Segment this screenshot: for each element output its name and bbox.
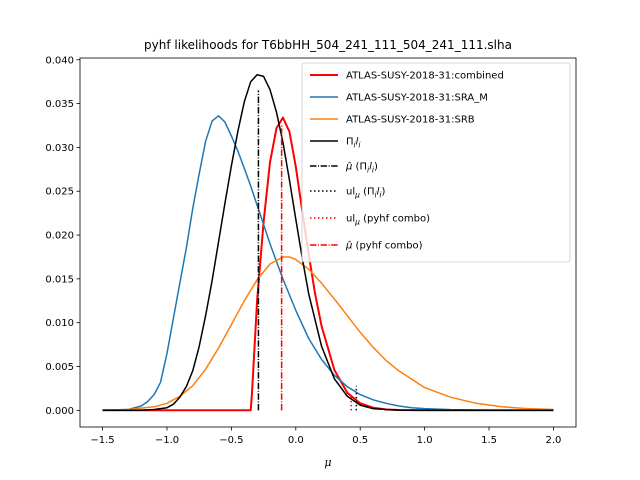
legend: ATLAS-SUSY-2018-31:combined ATLAS-SUSY-20… xyxy=(301,62,571,263)
legend-entry-label: μ̂ (Πili) xyxy=(345,161,378,175)
y-tick-label: 0.035 xyxy=(45,99,74,110)
legend-entry-label: ulμ (Πili) xyxy=(346,187,385,200)
chart-title: pyhf likelihoods for T6bbHH_504_241_111_… xyxy=(144,38,512,52)
series-line-i-l-i xyxy=(102,73,554,412)
y-tick-label: 0.015 xyxy=(45,274,74,285)
series-line-atlas-susy-2018-31-srb xyxy=(102,256,554,412)
x-tick-label: 2.0 xyxy=(546,435,562,446)
x-tick-label: 1.0 xyxy=(417,435,433,446)
y-tick-label: 0.040 xyxy=(45,55,74,66)
legend-entry-label: ATLAS-SUSY-2018-31:SRB xyxy=(346,115,475,126)
legend-entry-label: ATLAS-SUSY-2018-31:combined xyxy=(346,71,504,82)
legend-entry-label: μ̂ (pyhf combo) xyxy=(345,240,423,252)
legend-entry-label: ATLAS-SUSY-2018-31:SRA_M xyxy=(346,93,488,104)
x-tick-label: 0.0 xyxy=(288,435,304,446)
legend-box xyxy=(301,62,571,263)
x-axis-label: μ xyxy=(324,456,331,469)
x-tick-label: −0.5 xyxy=(219,435,243,446)
y-tick-label: 0.010 xyxy=(45,318,74,329)
y-tick-label: 0.005 xyxy=(45,362,74,373)
plot-area xyxy=(102,73,554,412)
y-tick-label: 0.025 xyxy=(45,187,74,198)
y-tick-label: 0.020 xyxy=(45,231,74,242)
x-tick-label: 0.5 xyxy=(352,435,368,446)
axes-frame xyxy=(79,57,577,428)
x-tick-label: −1.5 xyxy=(90,435,114,446)
x-tick-label: 1.5 xyxy=(481,435,497,446)
x-tick-label: −1.0 xyxy=(155,435,179,446)
series-line-atlas-susy-2018-31-sra-m xyxy=(102,115,554,412)
axes: −1.5 −1.0 −0.5 0.0 0.5 1.0 1.5 2.0 0.000 0.005 0.0… xyxy=(45,55,561,446)
legend-entry-label: Πili xyxy=(346,137,361,150)
y-tick-label: 0.000 xyxy=(45,406,74,417)
y-tick-label: 0.030 xyxy=(45,143,74,154)
legend-entry-label: ulμ (pyhf combo) xyxy=(346,214,430,227)
